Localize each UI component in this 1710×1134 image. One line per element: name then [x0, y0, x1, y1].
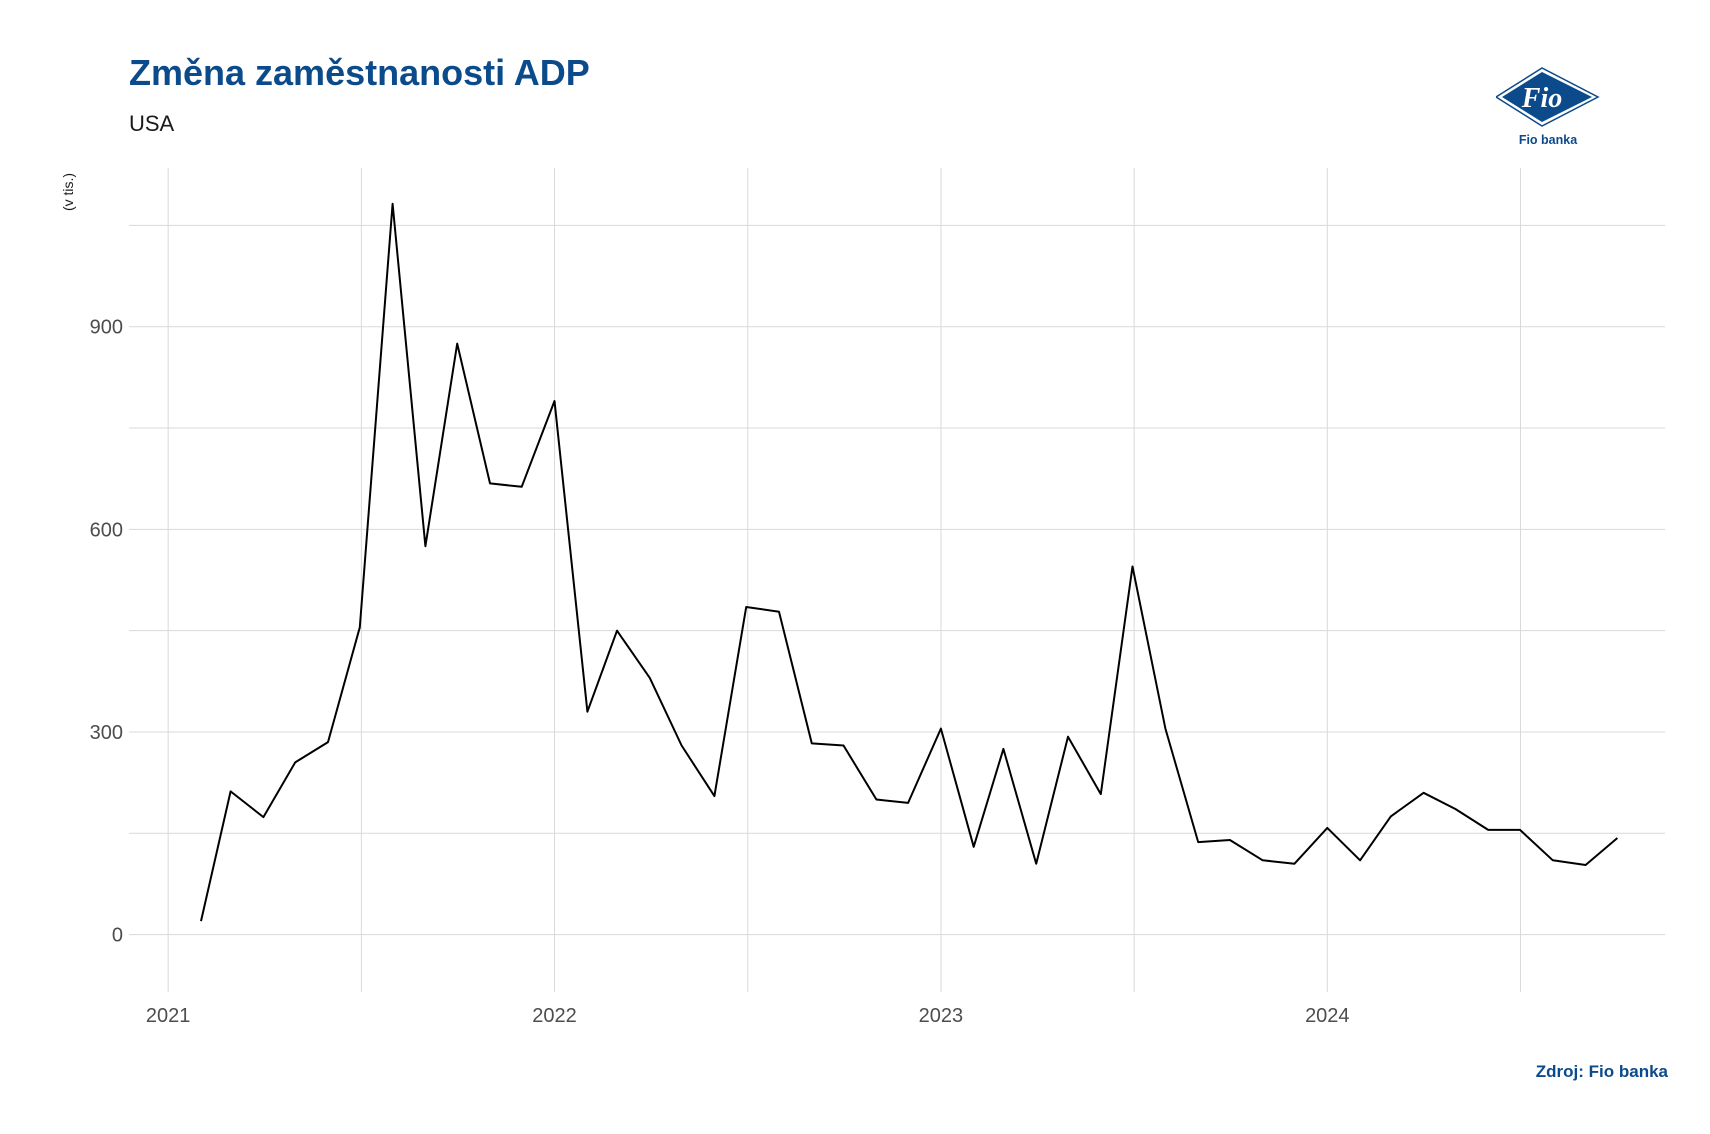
x-tick-label: 2022	[532, 1005, 577, 1027]
y-tick-label: 0	[112, 925, 123, 947]
x-tick-label: 2021	[146, 1005, 191, 1027]
series-layer	[200, 202, 1619, 922]
grid-lines	[129, 168, 1665, 992]
x-tick-label: 2023	[919, 1005, 964, 1027]
y-axis-label: (v tis.)	[60, 173, 76, 211]
fio-logo-icon: Fio Fio banka	[1494, 67, 1600, 147]
y-tick-label: 900	[90, 317, 123, 339]
chart-subtitle: USA	[129, 111, 175, 136]
source-note: Zdroj: Fio banka	[1535, 1062, 1668, 1081]
fio-logo: Fio Fio banka	[1494, 66, 1606, 148]
logo-caption: Fio banka	[1519, 133, 1578, 147]
x-axis-ticks: 2021 2022 2023 2024	[146, 1005, 1350, 1027]
y-tick-label: 600	[90, 519, 123, 541]
y-axis-ticks: 0 300 600 900	[90, 317, 123, 947]
x-tick-label: 2024	[1305, 1005, 1350, 1027]
logo-mark-text: Fio	[1521, 83, 1562, 114]
chart-title: Změna zaměstnanosti ADP	[129, 52, 590, 93]
y-tick-label: 300	[90, 722, 123, 744]
series-line	[200, 202, 1619, 922]
